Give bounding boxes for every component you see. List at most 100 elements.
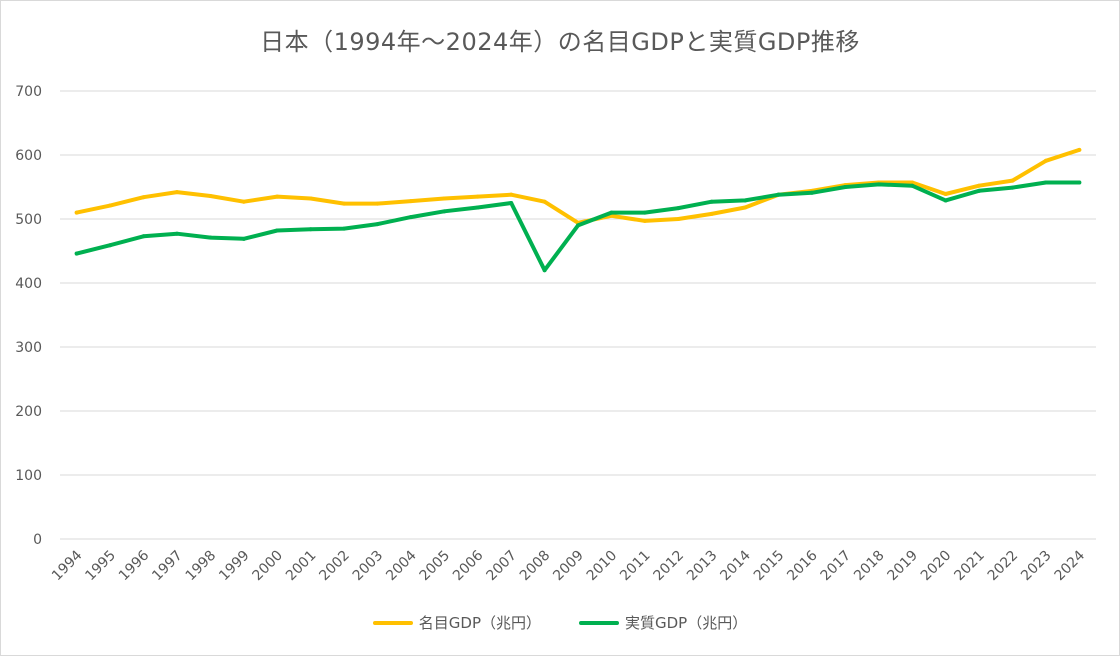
data-point-nominal xyxy=(108,203,113,208)
data-point-nominal xyxy=(943,192,948,197)
x-tick-label: 2003 xyxy=(350,548,387,585)
data-point-real xyxy=(1043,180,1048,185)
x-tick-label: 2005 xyxy=(417,548,454,585)
data-point-nominal xyxy=(977,183,982,188)
data-point-real xyxy=(809,190,814,195)
data-point-real xyxy=(1077,180,1082,185)
data-point-real xyxy=(208,235,213,240)
y-tick-label: 100 xyxy=(15,468,42,484)
legend-item-nominal: 名目GDP（兆円） xyxy=(372,612,541,633)
x-tick-label: 2022 xyxy=(985,548,1022,585)
data-point-nominal xyxy=(1043,158,1048,163)
data-point-real xyxy=(843,185,848,189)
data-point-nominal xyxy=(241,199,246,204)
x-tick-label: 2010 xyxy=(584,548,621,585)
x-tick-label: 2009 xyxy=(550,548,587,585)
x-tick-label: 2023 xyxy=(1018,548,1055,585)
y-tick-label: 500 xyxy=(15,212,42,228)
x-tick-label: 2014 xyxy=(717,547,754,584)
data-point-nominal xyxy=(542,199,547,204)
data-point-nominal xyxy=(141,195,146,200)
x-tick-label: 2015 xyxy=(751,548,788,585)
data-point-nominal xyxy=(308,196,313,201)
x-tick-label: 2021 xyxy=(951,548,988,585)
y-tick-label: 0 xyxy=(33,532,42,548)
data-point-nominal xyxy=(275,194,280,199)
x-tick-label: 2020 xyxy=(918,548,955,585)
data-point-real xyxy=(408,215,413,220)
x-tick-label: 2001 xyxy=(283,548,320,585)
x-tick-label: 2000 xyxy=(250,548,287,585)
data-point-real xyxy=(743,198,748,203)
data-point-nominal xyxy=(910,180,915,185)
legend-item-real: 実質GDP（兆円） xyxy=(579,612,747,633)
data-point-nominal xyxy=(442,196,447,201)
x-tick-label: 2008 xyxy=(517,548,554,585)
data-point-nominal xyxy=(1010,178,1015,183)
x-tick-label: 2018 xyxy=(851,548,888,585)
data-point-nominal xyxy=(342,201,347,206)
data-point-real xyxy=(342,226,347,231)
data-point-real xyxy=(943,198,948,203)
data-point-nominal xyxy=(676,217,681,221)
x-tick-label: 2024 xyxy=(1052,547,1089,584)
x-tick-label: 2013 xyxy=(684,548,721,585)
x-tick-label: 1998 xyxy=(183,548,220,585)
x-tick-label: 1995 xyxy=(82,548,119,585)
y-tick-label: 200 xyxy=(15,404,42,420)
data-point-nominal xyxy=(709,211,714,216)
legend-label-nominal: 名目GDP（兆円） xyxy=(418,614,541,632)
data-point-real xyxy=(609,210,614,215)
chart-title: 日本（1994年～2024年）の名目GDPと実質GDP推移 xyxy=(260,28,860,56)
data-point-real xyxy=(977,188,982,193)
chart-legend: 名目GDP（兆円） 実質GDP（兆円） xyxy=(0,612,1120,633)
series-line-nominal-gdp xyxy=(74,147,1082,225)
y-tick-label: 300 xyxy=(15,340,42,356)
data-point-nominal xyxy=(174,190,179,195)
data-point-nominal xyxy=(642,218,647,223)
x-tick-label: 1994 xyxy=(49,547,86,584)
x-tick-label: 1997 xyxy=(149,548,186,585)
data-point-real xyxy=(308,227,313,232)
data-point-real xyxy=(375,222,380,227)
x-tick-label: 1999 xyxy=(216,548,253,585)
x-tick-label: 2012 xyxy=(651,548,688,585)
x-tick-label: 2002 xyxy=(316,548,353,585)
data-point-real xyxy=(576,223,580,228)
data-point-nominal xyxy=(208,193,213,198)
data-point-nominal xyxy=(743,205,748,210)
y-tick-label: 400 xyxy=(15,276,42,292)
data-point-real xyxy=(475,205,480,210)
legend-swatch-real xyxy=(579,620,619,625)
legend-label-real: 実質GDP（兆円） xyxy=(625,614,748,632)
data-point-nominal xyxy=(375,201,380,206)
data-point-real xyxy=(642,210,647,215)
x-tick-label: 1996 xyxy=(116,547,153,584)
data-point-real xyxy=(676,206,681,211)
x-tick-label: 2017 xyxy=(818,548,855,585)
data-point-real xyxy=(776,192,781,197)
y-tick-label: 700 xyxy=(15,84,42,100)
data-point-real xyxy=(542,268,547,273)
legend-swatch-nominal xyxy=(372,620,413,625)
data-point-real xyxy=(709,199,714,204)
data-point-real xyxy=(910,183,915,188)
data-point-real xyxy=(241,236,246,241)
x-tick-label: 2007 xyxy=(483,548,520,585)
x-tick-label: 2016 xyxy=(784,547,821,584)
data-point-nominal xyxy=(408,199,413,204)
data-point-real xyxy=(876,182,881,187)
data-point-real xyxy=(108,243,113,248)
x-tick-label: 2019 xyxy=(885,548,922,585)
data-point-real xyxy=(141,234,146,239)
data-point-nominal xyxy=(509,192,514,197)
data-point-real xyxy=(509,201,514,205)
data-point-nominal xyxy=(475,194,480,199)
data-point-nominal xyxy=(1077,147,1082,152)
data-point-real xyxy=(74,251,79,256)
data-point-real xyxy=(1010,185,1015,190)
data-point-real xyxy=(442,209,447,214)
x-tick-label: 2006 xyxy=(450,547,487,584)
